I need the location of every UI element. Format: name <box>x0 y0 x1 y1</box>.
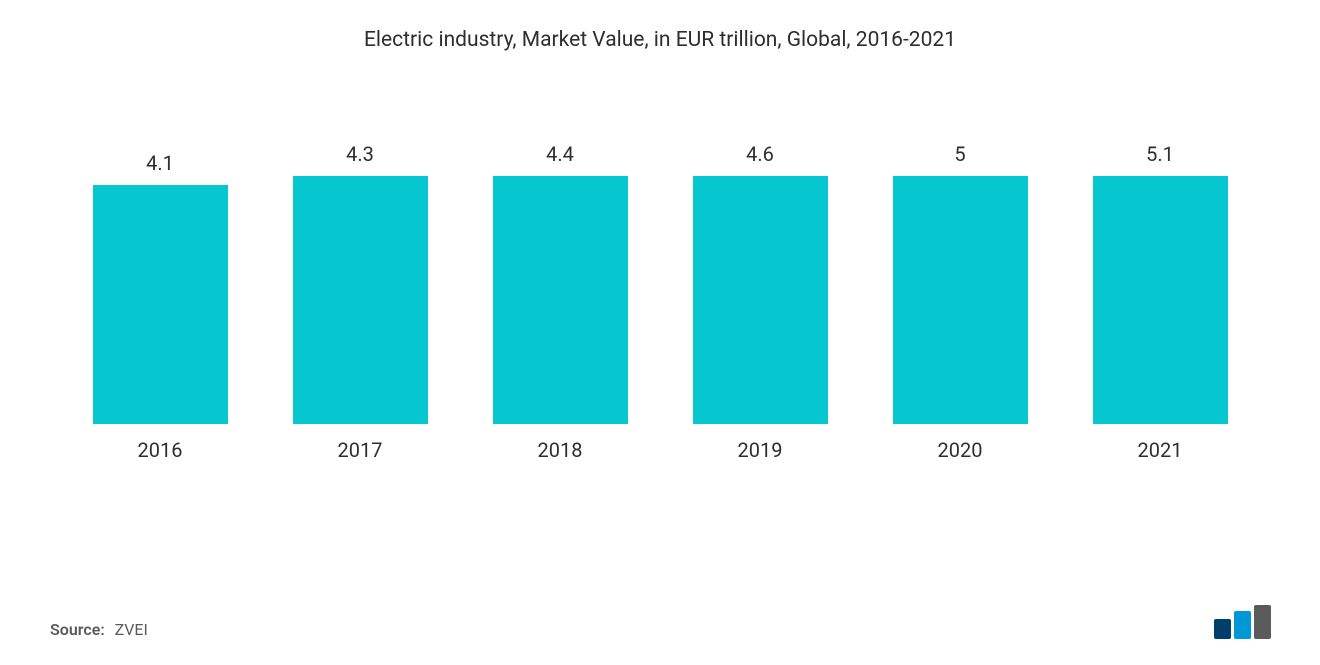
bar-value-label: 4.3 <box>346 142 374 166</box>
bar-slot: 4.1 2016 <box>60 142 260 462</box>
bar-category-label: 2020 <box>938 438 983 462</box>
bar-slot: 4.3 2017 <box>260 142 460 462</box>
bar-value-label: 4.1 <box>146 151 174 175</box>
bar <box>493 176 628 424</box>
bar-value-label: 5.1 <box>1146 142 1174 166</box>
bar <box>93 185 228 424</box>
bar <box>293 176 428 424</box>
bar-value-label: 4.6 <box>746 142 774 166</box>
bar-category-label: 2019 <box>738 438 783 462</box>
source-text: ZVEI <box>115 620 148 639</box>
bar-category-label: 2018 <box>538 438 583 462</box>
bar-category-label: 2021 <box>1138 438 1183 462</box>
source-footer: Source: ZVEI <box>50 620 148 639</box>
bar-category-label: 2017 <box>338 438 383 462</box>
bar-slot: 5.1 2021 <box>1060 142 1260 462</box>
bar <box>693 176 828 424</box>
bar-slot: 4.6 2019 <box>660 142 860 462</box>
brand-logo <box>1214 605 1276 643</box>
chart-title: Electric industry, Market Value, in EUR … <box>50 28 1270 52</box>
bar-slot: 4.4 2018 <box>460 142 660 462</box>
source-prefix: Source: <box>50 620 105 639</box>
bar-slot: 5 2020 <box>860 142 1060 462</box>
chart-container: Electric industry, Market Value, in EUR … <box>0 0 1320 665</box>
bar <box>1093 176 1228 424</box>
bar-value-label: 5 <box>954 142 965 166</box>
bars-row: 4.1 2016 4.3 2017 4.4 2018 4.6 2019 5 2020 5.1 2021 <box>60 142 1260 462</box>
chart-plot-area: 4.1 2016 4.3 2017 4.4 2018 4.6 2019 5 2020 5.1 2021 <box>60 142 1260 462</box>
bar-category-label: 2016 <box>138 438 183 462</box>
bar <box>893 176 1028 424</box>
bar-value-label: 4.4 <box>546 142 574 166</box>
